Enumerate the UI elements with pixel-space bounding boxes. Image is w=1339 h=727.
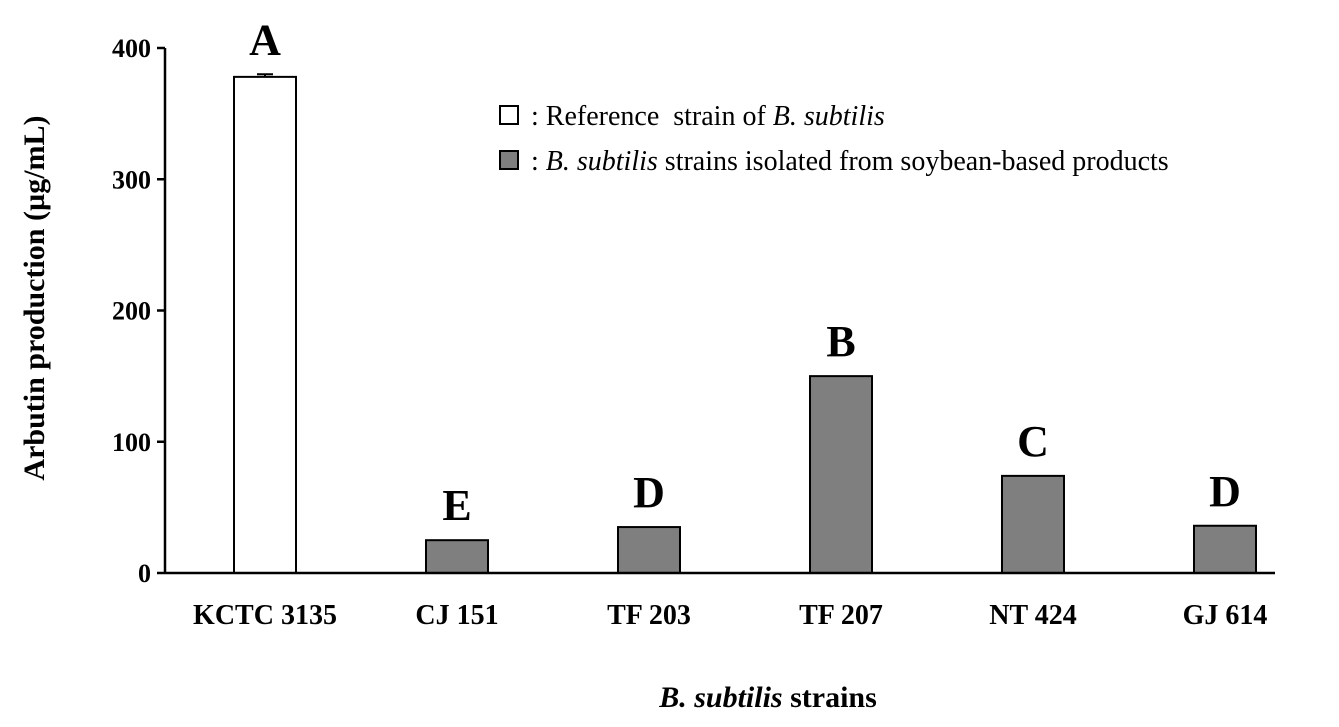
x-axis-title-rest: strains — [783, 681, 877, 714]
significance-letter: A — [249, 15, 281, 64]
bar — [1193, 524, 1257, 574]
significance-letter: D — [633, 468, 665, 517]
y-tick-label: 300 — [112, 165, 151, 194]
x-tick-label: NT 424 — [989, 600, 1076, 631]
significance-letter: C — [1017, 417, 1049, 466]
legend-label-isolated: : B. subtilis strains isolated from soyb… — [524, 146, 1169, 177]
legend: : Reference strain of B. subtilis : B. s… — [499, 101, 1169, 177]
legend-item-reference: : Reference strain of B. subtilis — [499, 101, 885, 132]
x-axis-title: B. subtilis strains — [658, 681, 877, 714]
significance-letter: B — [826, 317, 855, 366]
legend-label-reference: : Reference strain of B. subtilis — [524, 101, 885, 132]
y-tick-label: 100 — [112, 428, 151, 457]
legend-item-isolated: : B. subtilis strains isolated from soyb… — [499, 146, 1169, 177]
x-tick-label: KCTC 3135 — [193, 600, 337, 631]
significance-letter: D — [1209, 467, 1241, 516]
y-tick-label: 0 — [138, 559, 151, 588]
x-tick-label: TF 207 — [799, 600, 883, 631]
x-tick-label: TF 203 — [607, 600, 691, 631]
x-axis-title-italic: B. subtilis — [658, 681, 782, 714]
y-axis: 0 100 200 300 400 — [112, 34, 167, 588]
significance-letter: E — [442, 481, 471, 530]
bar — [617, 526, 681, 574]
x-tick-label: GJ 614 — [1183, 600, 1268, 631]
bars: A E D B C D — [233, 15, 1257, 574]
x-axis-categories: KCTC 3135 CJ 151 TF 203 TF 207 NT 424 GJ 614 — [193, 600, 1267, 631]
y-tick-label: 200 — [112, 297, 151, 326]
legend-swatch-isolated — [499, 150, 519, 170]
x-tick-label: CJ 151 — [415, 600, 498, 631]
bar — [425, 539, 489, 574]
y-tick-label: 400 — [112, 34, 151, 63]
legend-swatch-reference — [499, 105, 519, 125]
y-axis-title: Arbutin production (µg/mL) — [18, 115, 51, 480]
bar — [809, 375, 873, 574]
bar — [233, 75, 297, 574]
bar — [1001, 474, 1065, 574]
